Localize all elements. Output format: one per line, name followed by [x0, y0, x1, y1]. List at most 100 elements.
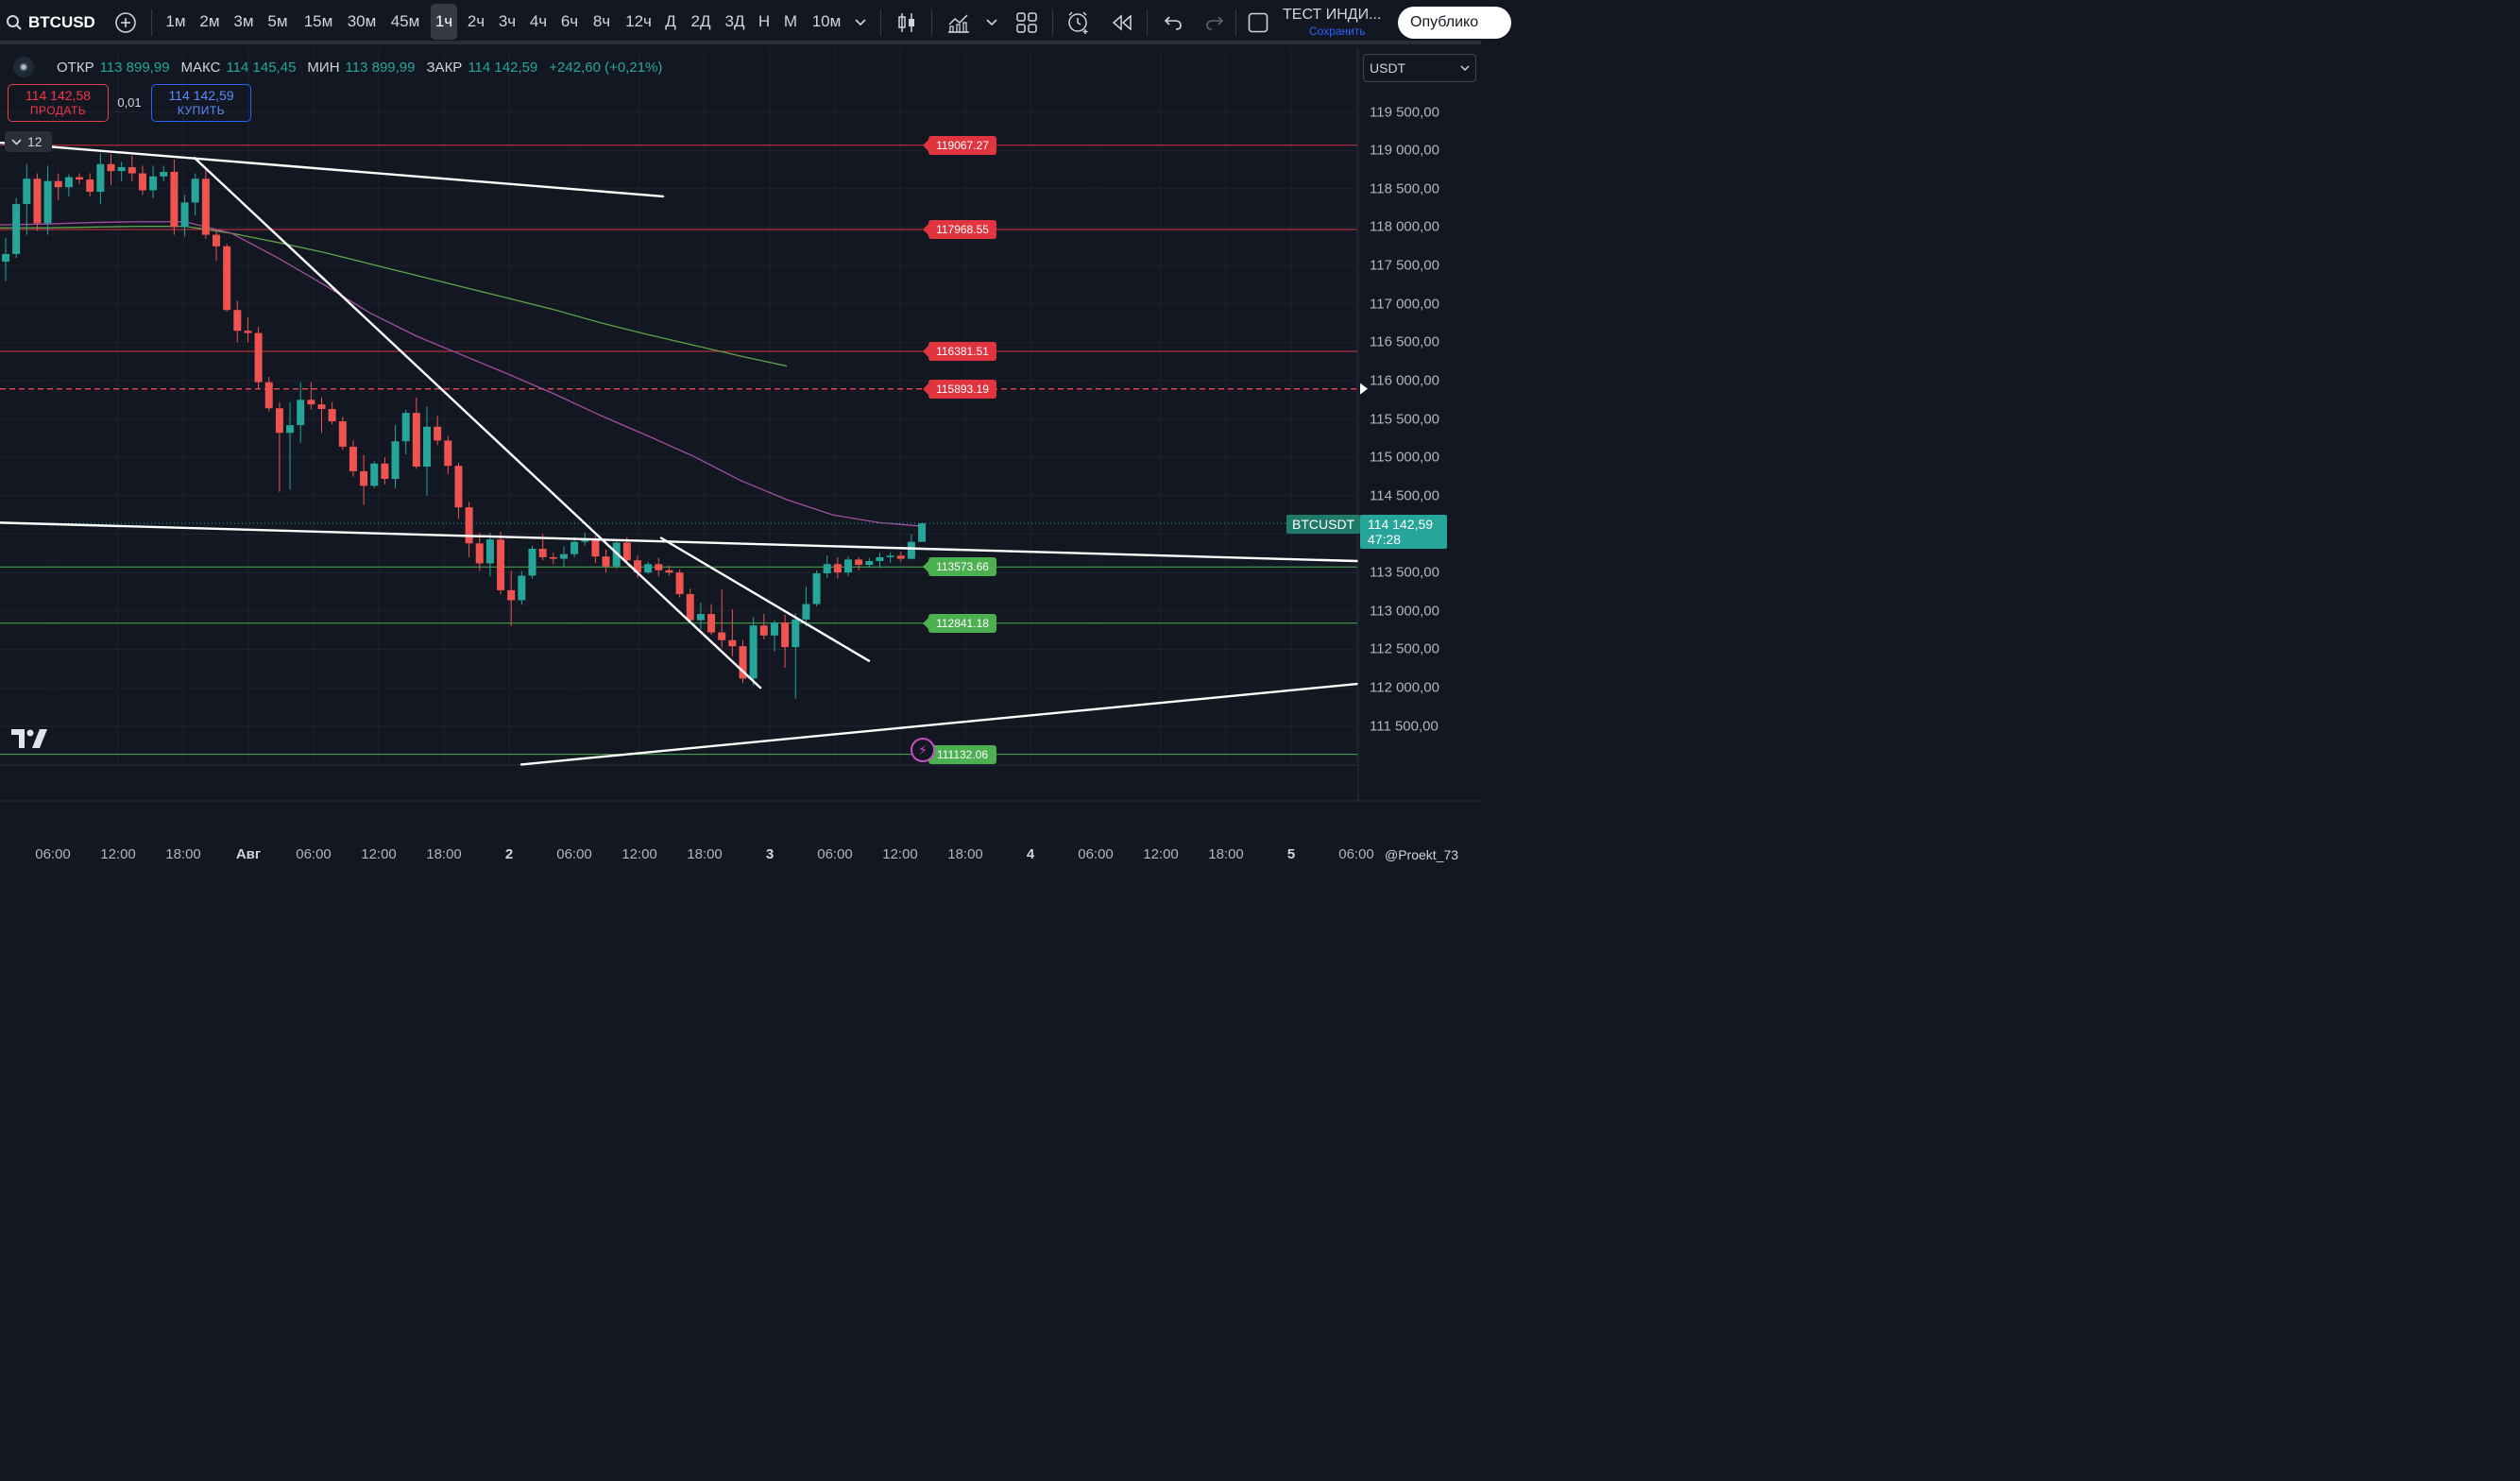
- time-tick-label: 06:00: [296, 846, 332, 862]
- redo-button[interactable]: [1201, 0, 1228, 44]
- lightning-alert-icon[interactable]: ⚡: [911, 738, 935, 762]
- sell-button[interactable]: 114 142,58 ПРОДАТЬ: [8, 84, 109, 122]
- timeframe-45m[interactable]: 45м: [390, 12, 420, 30]
- change-value: +242,60 (+0,21%): [549, 59, 663, 76]
- timeframe-3d[interactable]: 3Д: [724, 12, 745, 30]
- candles-icon: [898, 12, 914, 32]
- level-label[interactable]: 117968.55: [923, 219, 996, 239]
- candle-body: [781, 622, 790, 648]
- candle-body: [213, 234, 220, 247]
- grid-layout-icon: [1016, 11, 1037, 33]
- candle-body: [549, 556, 557, 559]
- timeframe-1w[interactable]: Н: [758, 12, 771, 30]
- level-label[interactable]: 113573.66: [923, 557, 996, 577]
- replay-button[interactable]: [1107, 0, 1137, 44]
- candle-body: [23, 179, 31, 205]
- time-tick-label: 12:00: [621, 846, 657, 862]
- level-value: 112841.18: [936, 616, 989, 630]
- save-link[interactable]: Сохранить: [1309, 25, 1366, 38]
- level-label[interactable]: 115893.19: [923, 379, 996, 399]
- chart-canvas[interactable]: [0, 48, 1481, 871]
- author-watermark: @Proekt_73: [1385, 847, 1459, 862]
- layout-button[interactable]: [1013, 0, 1041, 44]
- timeframe-30m[interactable]: 30м: [347, 12, 377, 30]
- chevron-down-icon: [11, 138, 22, 145]
- level-label[interactable]: 112841.18: [923, 613, 996, 633]
- level-label[interactable]: 111132.06: [923, 744, 996, 764]
- add-circle-icon: [115, 11, 136, 33]
- candle-body: [264, 382, 273, 409]
- toolbar-divider: [1052, 9, 1053, 36]
- trendline: [0, 141, 665, 198]
- candle-body: [138, 173, 146, 191]
- candle-body: [191, 179, 199, 203]
- timeframe-1m[interactable]: 1м: [165, 12, 186, 30]
- chevron-down-icon: [1460, 64, 1470, 71]
- candle-body: [497, 539, 505, 590]
- timeframe-dropdown[interactable]: [850, 0, 871, 44]
- level-label[interactable]: 119067.27: [923, 135, 996, 155]
- time-tick-label: 06:00: [1078, 846, 1114, 862]
- level-label-notch: [923, 345, 928, 357]
- compare-symbol-button[interactable]: [113, 0, 138, 44]
- symbol-price-tag: BTCUSDT: [1286, 515, 1361, 534]
- level-label-notch: [923, 617, 928, 629]
- candle-body: [655, 564, 663, 570]
- candle-body: [370, 463, 379, 486]
- indicators-button[interactable]: [945, 0, 973, 44]
- candle-body: [749, 625, 758, 679]
- candle-body: [401, 413, 410, 442]
- currency-select[interactable]: USDT: [1363, 54, 1476, 82]
- timeframe-10m[interactable]: 10м: [811, 12, 842, 30]
- timeframe-5m[interactable]: 5м: [267, 12, 288, 30]
- time-tick-label: 06:00: [1338, 846, 1374, 862]
- timeframe-1mo[interactable]: М: [783, 12, 798, 30]
- timeframe-3m[interactable]: 3м: [233, 12, 254, 30]
- time-tick-label: 06:00: [556, 846, 592, 862]
- candle-body: [64, 177, 73, 188]
- level-arrow: [1360, 383, 1368, 395]
- candle-body: [434, 426, 442, 441]
- tradingview-logo[interactable]: [11, 729, 47, 753]
- open-label: ОТКР: [57, 59, 94, 76]
- symbol-search[interactable]: BTCUSD: [6, 0, 110, 44]
- timeframe-12h[interactable]: 12ч: [625, 12, 652, 30]
- timeframe-6h[interactable]: 6ч: [560, 12, 579, 30]
- timeframe-1h[interactable]: 1ч: [431, 4, 457, 40]
- candle-body: [792, 619, 800, 648]
- publish-button[interactable]: Опублико: [1398, 7, 1511, 39]
- candle-body: [86, 179, 94, 193]
- timeframe-2m[interactable]: 2м: [199, 12, 220, 30]
- level-label[interactable]: 116381.51: [923, 341, 996, 361]
- layout-name[interactable]: ТЕСТ ИНДИ... Сохранить: [1283, 0, 1394, 44]
- timeframe-4h[interactable]: 4ч: [529, 12, 548, 30]
- candle-body: [802, 604, 810, 620]
- timeframe-3h[interactable]: 3ч: [498, 12, 517, 30]
- time-tick-label: 12:00: [100, 846, 136, 862]
- time-tick-label: 18:00: [165, 846, 201, 862]
- level-label-notch: [923, 383, 928, 395]
- timeframe-2h[interactable]: 2ч: [467, 12, 485, 30]
- visibility-icon[interactable]: [13, 57, 34, 77]
- currency-value: USDT: [1370, 60, 1406, 76]
- time-tick-label: 18:00: [1208, 846, 1244, 862]
- chart-type-button[interactable]: [894, 0, 920, 44]
- fullscreen-button[interactable]: [1245, 0, 1271, 44]
- candle-body: [507, 589, 516, 601]
- candle-body: [391, 441, 400, 480]
- low-label: МИН: [307, 59, 340, 76]
- buy-button[interactable]: 114 142,59 КУПИТЬ: [151, 84, 251, 122]
- candle-body: [275, 408, 283, 434]
- timeframe-2d[interactable]: 2Д: [690, 12, 711, 30]
- indicators-toggle[interactable]: 12: [5, 131, 52, 152]
- candle-body: [812, 573, 821, 604]
- timeframe-15m[interactable]: 15м: [303, 12, 333, 30]
- candle-body: [465, 507, 473, 544]
- level-label-notch: [923, 139, 928, 151]
- alert-button[interactable]: [1064, 0, 1094, 44]
- indicators-dropdown[interactable]: [982, 0, 1001, 44]
- candle-body: [2, 253, 9, 263]
- timeframe-1d[interactable]: Д: [665, 12, 676, 30]
- undo-button[interactable]: [1160, 0, 1186, 44]
- timeframe-8h[interactable]: 8ч: [592, 12, 611, 30]
